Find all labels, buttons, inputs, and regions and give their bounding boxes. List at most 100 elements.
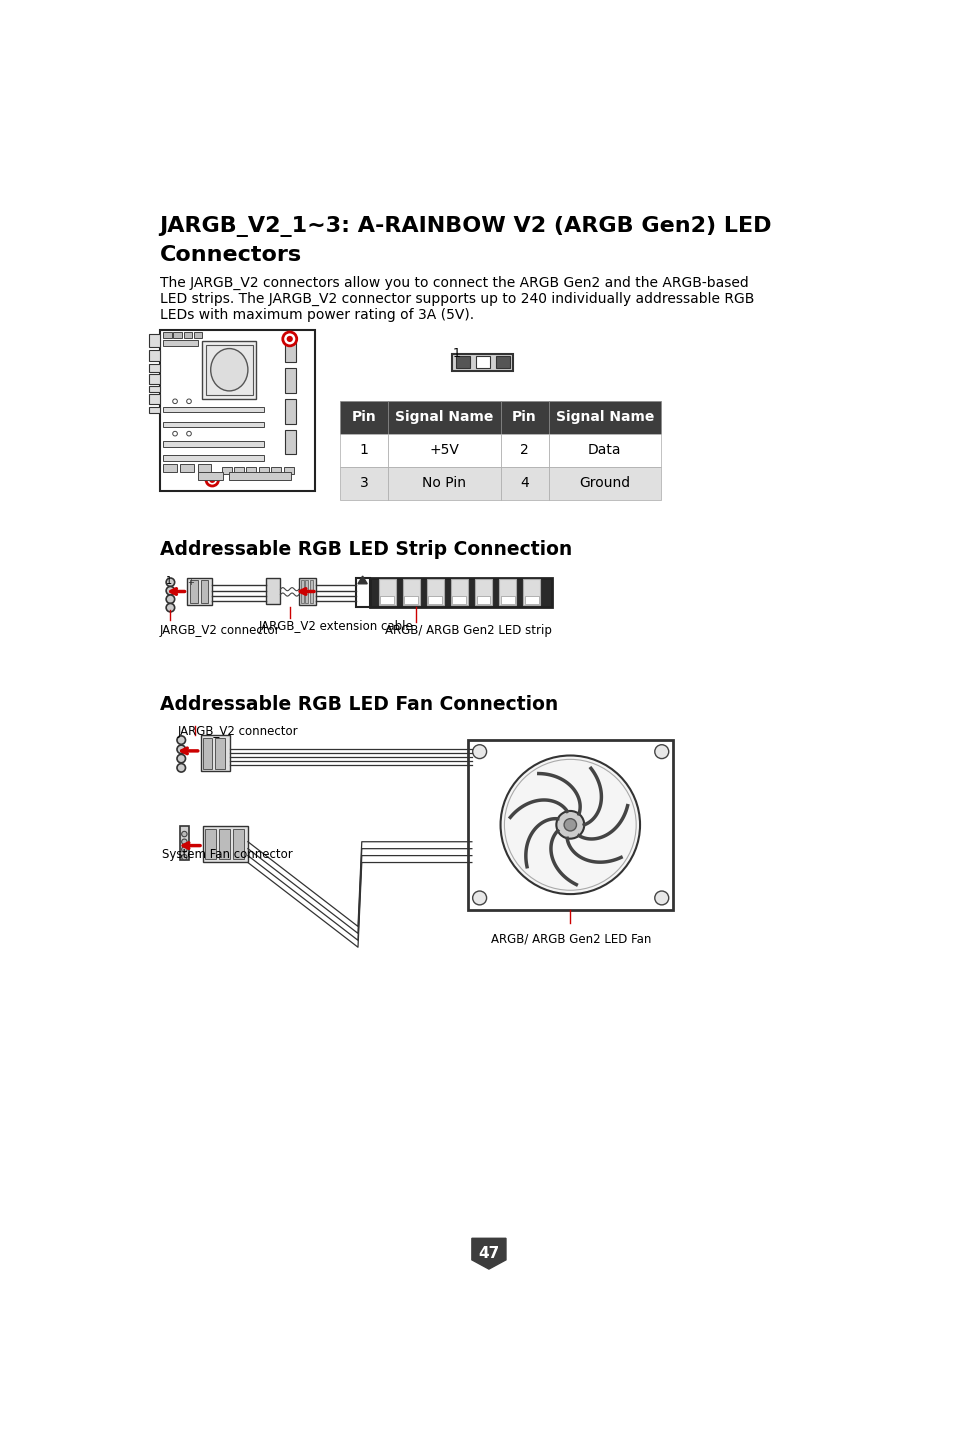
Bar bbox=[285, 338, 295, 362]
Text: Signal Name: Signal Name bbox=[395, 410, 493, 424]
Bar bbox=[285, 368, 295, 392]
Bar bbox=[206, 345, 253, 395]
Text: Ground: Ground bbox=[578, 477, 630, 490]
Bar bbox=[198, 473, 223, 480]
Circle shape bbox=[206, 474, 218, 485]
Bar bbox=[149, 385, 159, 392]
Text: 2: 2 bbox=[519, 442, 528, 457]
Text: +: + bbox=[187, 577, 193, 587]
Circle shape bbox=[166, 579, 174, 587]
Bar bbox=[200, 736, 230, 770]
Circle shape bbox=[500, 756, 639, 894]
Bar bbox=[548, 401, 660, 434]
Circle shape bbox=[282, 332, 296, 347]
Text: ARGB/ ARGB Gen2 LED strip: ARGB/ ARGB Gen2 LED strip bbox=[385, 624, 552, 637]
Bar bbox=[548, 434, 660, 467]
Bar bbox=[427, 579, 443, 606]
Circle shape bbox=[563, 819, 576, 831]
Bar bbox=[524, 596, 537, 604]
Circle shape bbox=[654, 891, 668, 905]
Bar bbox=[548, 467, 660, 500]
Bar bbox=[163, 422, 264, 428]
Bar bbox=[298, 577, 315, 606]
Circle shape bbox=[177, 745, 185, 753]
Text: JARGB_V2 connector: JARGB_V2 connector bbox=[159, 624, 280, 637]
Bar bbox=[498, 579, 516, 606]
Bar bbox=[285, 400, 295, 424]
Bar bbox=[310, 580, 313, 603]
Circle shape bbox=[166, 603, 174, 611]
Text: Addressable RGB LED Fan Connection: Addressable RGB LED Fan Connection bbox=[159, 696, 558, 715]
Bar bbox=[388, 434, 500, 467]
Bar bbox=[205, 829, 216, 859]
Bar bbox=[159, 329, 314, 491]
Bar bbox=[221, 467, 232, 474]
Bar bbox=[149, 394, 159, 404]
Bar bbox=[246, 467, 256, 474]
Bar bbox=[180, 464, 194, 473]
Text: 1: 1 bbox=[452, 348, 460, 361]
Circle shape bbox=[181, 855, 187, 859]
Bar bbox=[476, 596, 490, 604]
Bar bbox=[197, 464, 212, 473]
Circle shape bbox=[177, 763, 185, 772]
Text: JARGB_V2 extension cable: JARGB_V2 extension cable bbox=[258, 620, 413, 633]
Bar bbox=[476, 357, 489, 368]
Bar bbox=[500, 467, 548, 500]
Bar bbox=[258, 467, 269, 474]
Polygon shape bbox=[472, 1239, 505, 1269]
Circle shape bbox=[209, 477, 215, 483]
Circle shape bbox=[654, 745, 668, 759]
Bar bbox=[402, 579, 419, 606]
Circle shape bbox=[177, 736, 185, 745]
Bar bbox=[340, 467, 388, 500]
Bar bbox=[428, 596, 442, 604]
Bar bbox=[163, 441, 264, 447]
Bar bbox=[187, 577, 212, 606]
Bar bbox=[500, 401, 548, 434]
Bar bbox=[163, 339, 198, 347]
Bar bbox=[496, 357, 509, 368]
Circle shape bbox=[166, 594, 174, 603]
Bar bbox=[271, 467, 281, 474]
Bar bbox=[149, 364, 159, 372]
Bar bbox=[475, 579, 492, 606]
Bar bbox=[404, 596, 418, 604]
Bar bbox=[173, 332, 182, 338]
Text: 3: 3 bbox=[359, 477, 368, 490]
Text: JARGB_V2 connector: JARGB_V2 connector bbox=[177, 725, 297, 737]
Circle shape bbox=[286, 337, 293, 342]
Text: Data: Data bbox=[587, 442, 621, 457]
Circle shape bbox=[177, 755, 185, 763]
Bar bbox=[522, 579, 539, 606]
Circle shape bbox=[472, 745, 486, 759]
Bar bbox=[183, 332, 192, 338]
Circle shape bbox=[472, 891, 486, 905]
Text: JARGB_V2_1~3: A-RAINBOW V2 (ARGB Gen2) LED: JARGB_V2_1~3: A-RAINBOW V2 (ARGB Gen2) L… bbox=[159, 216, 771, 238]
Bar bbox=[452, 596, 466, 604]
Bar bbox=[219, 829, 230, 859]
Bar bbox=[193, 332, 202, 338]
Bar bbox=[452, 354, 513, 371]
Circle shape bbox=[556, 811, 583, 839]
Bar bbox=[388, 401, 500, 434]
Bar bbox=[300, 580, 303, 603]
Bar bbox=[179, 826, 189, 861]
Bar bbox=[500, 596, 514, 604]
Bar bbox=[380, 596, 394, 604]
Bar bbox=[285, 430, 295, 454]
Text: The JARGB_V2 connectors allow you to connect the ARGB Gen2 and the ARGB-based
LE: The JARGB_V2 connectors allow you to con… bbox=[159, 276, 753, 322]
Text: Pin: Pin bbox=[352, 410, 376, 424]
Text: 1: 1 bbox=[359, 442, 368, 457]
Text: Connectors: Connectors bbox=[159, 245, 301, 265]
Bar bbox=[451, 579, 468, 606]
Bar bbox=[163, 455, 264, 461]
Bar bbox=[203, 826, 248, 862]
Bar bbox=[190, 580, 197, 603]
Bar bbox=[163, 407, 264, 412]
Bar bbox=[340, 434, 388, 467]
Bar bbox=[149, 374, 159, 384]
Text: No Pin: No Pin bbox=[422, 477, 466, 490]
Bar bbox=[163, 332, 172, 338]
Bar bbox=[233, 467, 244, 474]
